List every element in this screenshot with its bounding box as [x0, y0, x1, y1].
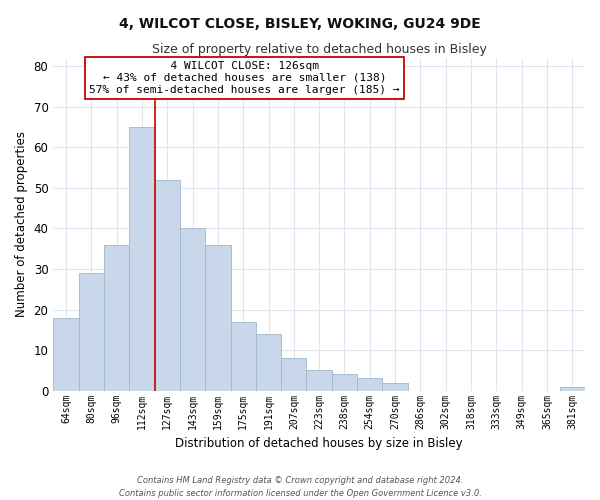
Bar [230, 322, 256, 390]
Bar [53, 318, 79, 390]
Bar [281, 358, 307, 390]
Bar [104, 244, 129, 390]
Y-axis label: Number of detached properties: Number of detached properties [15, 132, 28, 318]
Bar [332, 374, 357, 390]
Text: Contains HM Land Registry data © Crown copyright and database right 2024.
Contai: Contains HM Land Registry data © Crown c… [119, 476, 481, 498]
Bar [180, 228, 205, 390]
Text: 4 WILCOT CLOSE: 126sqm  
← 43% of detached houses are smaller (138)
57% of semi-: 4 WILCOT CLOSE: 126sqm ← 43% of detached… [89, 62, 400, 94]
Bar [129, 127, 155, 390]
Bar [307, 370, 332, 390]
Bar [560, 386, 585, 390]
Title: Size of property relative to detached houses in Bisley: Size of property relative to detached ho… [152, 42, 487, 56]
Bar [382, 382, 408, 390]
Text: 4, WILCOT CLOSE, BISLEY, WOKING, GU24 9DE: 4, WILCOT CLOSE, BISLEY, WOKING, GU24 9D… [119, 18, 481, 32]
X-axis label: Distribution of detached houses by size in Bisley: Distribution of detached houses by size … [175, 437, 463, 450]
Bar [357, 378, 382, 390]
Bar [205, 244, 230, 390]
Bar [155, 180, 180, 390]
Bar [256, 334, 281, 390]
Bar [79, 273, 104, 390]
